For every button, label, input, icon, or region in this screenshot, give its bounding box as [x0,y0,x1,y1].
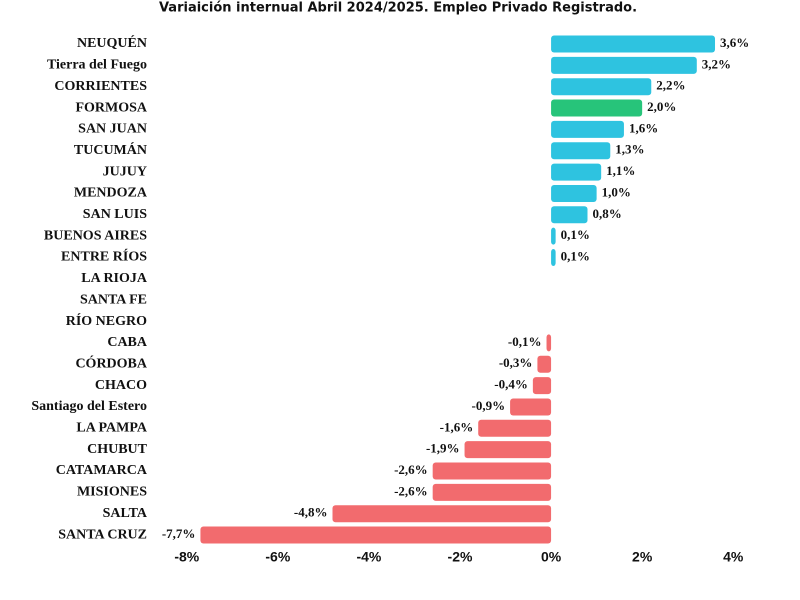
bar [551,249,556,266]
bar [551,56,697,74]
bar [551,227,556,245]
bar [432,462,552,480]
bar [551,35,716,53]
value-label: -4,8% [294,505,328,520]
category-label: SAN LUIS [83,207,147,222]
value-label: -1,6% [440,419,474,434]
value-label: -0,1% [508,334,542,349]
x-tick-label: -4% [356,549,381,565]
value-label: -2,6% [394,483,428,498]
category-label: SALTA [103,506,148,521]
bar [200,526,552,544]
category-label: LA RIOJA [81,271,148,286]
category-label: CHACO [95,378,147,393]
value-label: 1,3% [615,142,644,157]
bar [478,419,552,437]
x-tick-label: -6% [265,549,290,565]
category-label: FORMOSA [75,100,147,115]
value-label: 0,1% [561,248,590,263]
x-tick-label: 0% [541,549,562,565]
bar [464,441,552,459]
x-tick-label: -8% [174,549,199,565]
category-label: CHUBUT [87,442,148,457]
category-label: RÍO NEGRO [66,312,147,329]
value-label: 2,0% [647,99,676,114]
category-label: SAN JUAN [78,122,147,137]
category-label: SANTA CRUZ [58,527,147,542]
value-label: 2,2% [656,78,685,93]
bar [551,163,602,181]
category-label: JUJUY [103,164,147,179]
category-label: NEUQUÉN [77,34,147,51]
value-label: 3,6% [720,35,749,50]
category-label: CORRIENTES [54,79,147,94]
value-label: 0,8% [593,206,622,221]
category-label: CABA [107,335,148,350]
category-label: Tierra del Fuego [47,58,147,73]
category-label: TUCUMÁN [74,141,147,158]
category-label: CÓRDOBA [75,354,147,371]
bar [551,99,643,117]
bar [551,206,588,224]
value-label: 3,2% [702,56,731,71]
value-label: -0,3% [499,355,533,370]
value-label: 0,1% [561,227,590,242]
category-label: LA PAMPA [76,421,148,436]
category-label: BUENOS AIRES [44,228,147,243]
value-label: -1,9% [426,441,460,456]
value-label: -0,4% [494,377,528,392]
x-tick-label: -2% [448,549,473,565]
x-tick-label: 2% [632,549,653,565]
category-label: MENDOZA [74,186,148,201]
value-label: -7,7% [162,526,196,541]
value-label: -0,9% [471,398,505,413]
x-tick-label: 4% [723,549,744,565]
category-label: Santiago del Estero [31,399,147,414]
bar [551,78,652,96]
category-label: MISIONES [77,485,147,500]
category-label: ENTRE RÍOS [61,248,147,265]
bar [432,483,552,501]
bar [551,142,611,160]
bar [510,398,552,416]
bar [537,355,552,373]
bar [332,505,552,523]
value-label: 1,0% [602,184,631,199]
value-label: -2,6% [394,462,428,477]
bar [546,334,552,352]
category-label: SANTA FE [80,292,147,307]
value-label: 1,6% [629,120,658,135]
value-label: 1,1% [606,163,635,178]
chart-title: Variaición internual Abril 2024/2025. Em… [159,1,637,16]
bar [532,377,552,395]
bar [551,120,624,138]
category-label: CATAMARCA [56,463,148,478]
bar [551,184,597,202]
